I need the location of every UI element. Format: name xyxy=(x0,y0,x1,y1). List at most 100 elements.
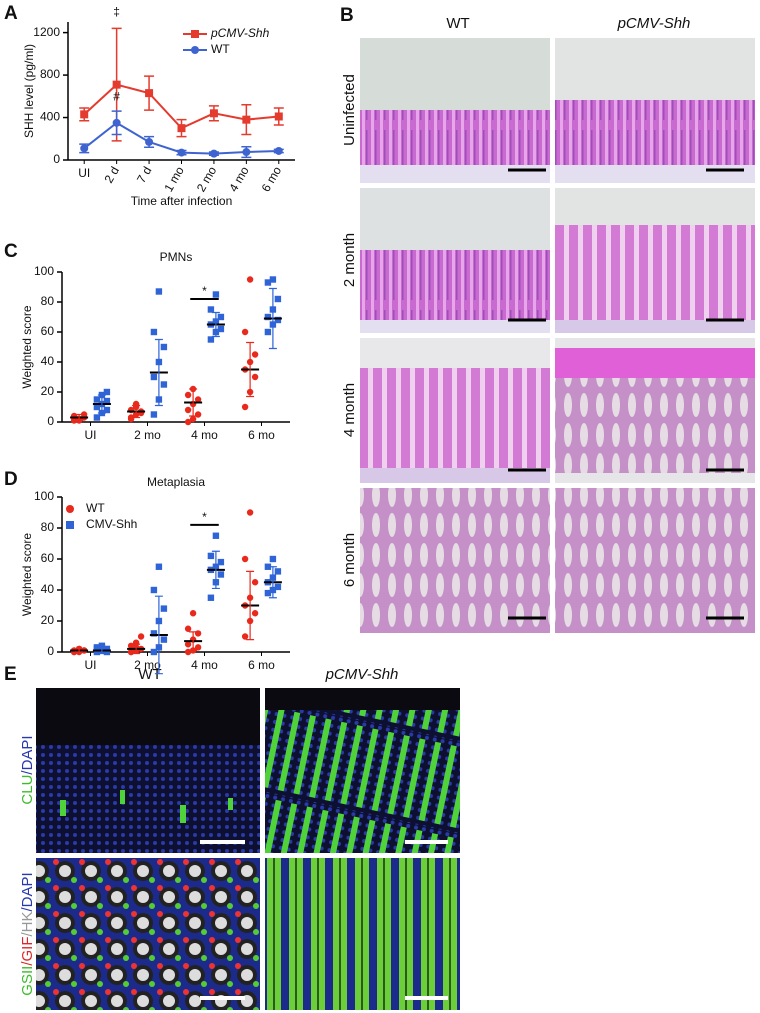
marker xyxy=(264,313,272,321)
marker xyxy=(127,414,135,421)
marker xyxy=(150,586,158,594)
row-label: Uninfected xyxy=(341,74,358,146)
marker xyxy=(160,636,168,643)
x-tick-label: 7 d xyxy=(134,164,154,185)
marker xyxy=(103,388,111,396)
marker xyxy=(194,644,202,651)
marker xyxy=(269,276,277,283)
y-tick-label: 80 xyxy=(41,520,55,534)
y-tick-label: 100 xyxy=(34,264,54,278)
marker xyxy=(264,328,272,336)
marker xyxy=(93,403,101,411)
panel-letter: D xyxy=(4,469,18,490)
marker xyxy=(103,397,111,405)
marker xyxy=(112,80,121,89)
column-label: pCMV-Shh xyxy=(325,666,399,683)
x-tick-label: 2 mo xyxy=(134,428,161,442)
marker xyxy=(177,148,186,157)
y-tick-label: 40 xyxy=(41,354,55,368)
marker xyxy=(264,589,272,597)
y-tick-label: 0 xyxy=(47,644,54,658)
marker xyxy=(160,605,168,612)
marker xyxy=(274,316,282,324)
marker xyxy=(269,555,277,563)
stain-label: CLU/DAPI xyxy=(19,735,36,804)
error-bar xyxy=(154,595,163,675)
panel-letter: C xyxy=(4,241,18,262)
x-tick-label: 2 mo xyxy=(134,658,161,672)
x-tick-label: UI xyxy=(85,658,97,672)
y-tick-label: 0 xyxy=(47,414,54,428)
error-bar xyxy=(211,550,220,590)
marker xyxy=(150,630,158,637)
marker xyxy=(274,583,282,591)
column-label: pCMV-Shh xyxy=(617,15,691,32)
stain-part: /DAPI xyxy=(19,872,36,911)
y-tick-label: 100 xyxy=(34,489,54,503)
marker xyxy=(80,144,89,153)
x-axis-label: Time after infection xyxy=(131,194,233,208)
y-tick-label: 40 xyxy=(41,582,55,596)
error-bar xyxy=(132,643,141,655)
legend-label: CMV-Shh xyxy=(86,517,137,531)
marker xyxy=(207,594,215,601)
error-bar xyxy=(189,388,198,417)
marker xyxy=(217,571,225,578)
marker xyxy=(251,579,259,586)
y-tick-label: 800 xyxy=(40,67,60,81)
legend-label: pCMV-Shh xyxy=(210,26,270,40)
marker xyxy=(246,509,254,516)
annotation: # xyxy=(113,89,120,103)
error-bar xyxy=(75,413,84,422)
x-tick-label: 4 mo xyxy=(226,164,252,194)
marker xyxy=(217,313,225,321)
panel-letter: B xyxy=(340,5,354,26)
marker xyxy=(150,411,158,418)
marker xyxy=(93,414,101,421)
error-bar xyxy=(75,648,84,653)
marker xyxy=(160,381,168,388)
x-tick-label: 2 mo xyxy=(194,164,220,194)
legend-label: WT xyxy=(86,501,105,515)
x-tick-label: 6 mo xyxy=(259,164,285,194)
legend-marker xyxy=(191,30,199,38)
marker xyxy=(274,568,282,575)
marker xyxy=(80,110,89,119)
marker xyxy=(264,563,272,570)
marker xyxy=(103,406,111,414)
marker xyxy=(242,148,251,157)
x-tick-label: UI xyxy=(78,166,90,180)
panel-letter: A xyxy=(4,3,18,24)
marker xyxy=(207,336,215,343)
error-bar xyxy=(97,394,106,414)
y-tick-label: 400 xyxy=(40,110,60,124)
marker xyxy=(93,645,101,653)
column-label: WT xyxy=(138,666,161,683)
marker xyxy=(177,124,186,133)
error-bar xyxy=(268,287,277,350)
error-bar xyxy=(97,646,106,655)
fluorescence-images xyxy=(36,688,460,1010)
error-bar xyxy=(189,631,198,652)
error-bar xyxy=(132,404,141,419)
marker xyxy=(93,396,101,403)
x-tick-label: 6 mo xyxy=(248,428,275,442)
x-tick-label: 6 mo xyxy=(248,658,275,672)
marker xyxy=(155,563,163,570)
marker xyxy=(145,137,154,146)
x-tick-label: 2 d xyxy=(102,164,122,185)
stain-part: /HK xyxy=(19,911,36,936)
error-bar xyxy=(246,341,255,398)
y-tick-label: 0 xyxy=(53,152,60,166)
marker xyxy=(217,325,225,333)
marker xyxy=(145,89,154,98)
stain-label: GSII/GIF/HK/DAPI xyxy=(19,872,36,995)
marker xyxy=(184,406,192,414)
marker xyxy=(274,112,283,121)
stain-part: CLU xyxy=(19,775,36,805)
marker xyxy=(80,411,88,418)
legend-marker xyxy=(191,46,199,54)
marker xyxy=(212,291,220,298)
legend-marker xyxy=(66,521,74,529)
